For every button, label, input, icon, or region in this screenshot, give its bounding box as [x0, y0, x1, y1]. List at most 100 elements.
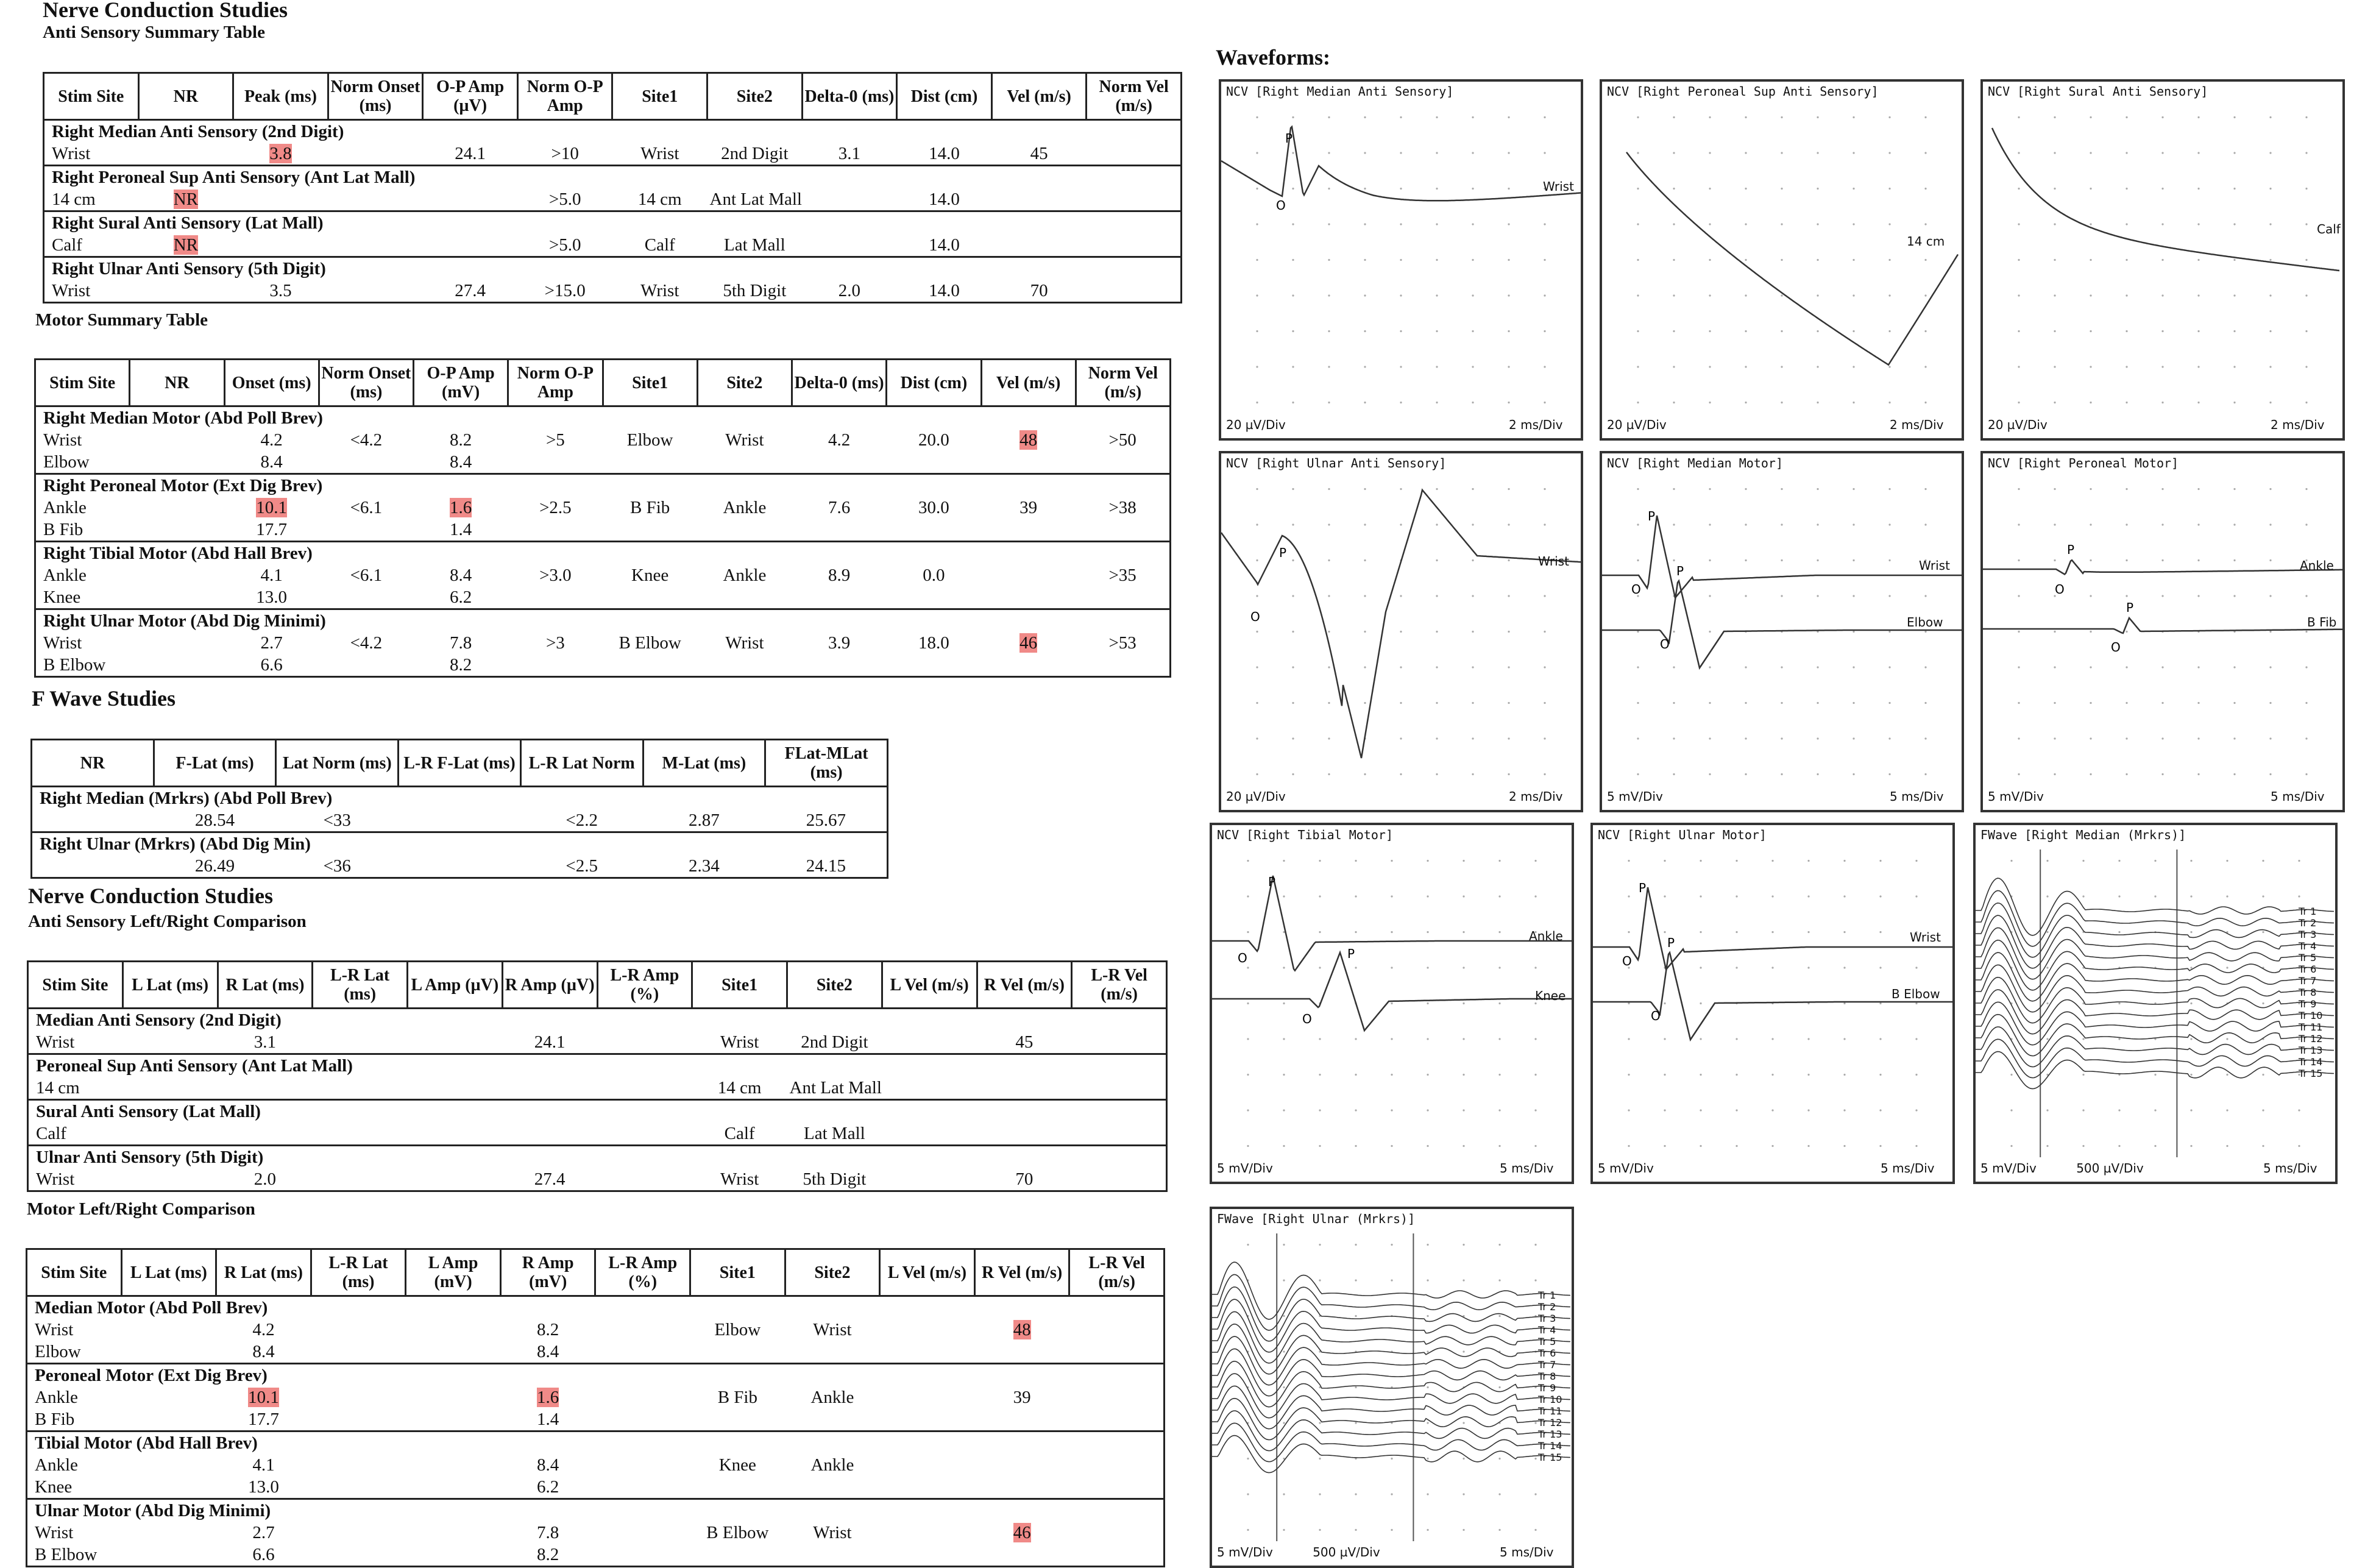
grid-dot: [2018, 595, 2020, 597]
column-header: R Vel (m/s): [976, 960, 1073, 1009]
grid-dot: [1700, 1144, 1702, 1148]
grid-dot: [2018, 666, 2020, 669]
table-cell: [991, 188, 1087, 211]
grid-dot: [1391, 1243, 1393, 1246]
table-row: 14 cm 14 cm Ant Lat Mall: [28, 1077, 1167, 1100]
panel-title: NCV [Right Peroneal Sup Anti Sensory]: [1607, 84, 1879, 99]
grid-dot: [1700, 1109, 1702, 1112]
column-header: Vel (m/s): [990, 72, 1088, 121]
grid-dot: [2090, 294, 2092, 297]
grid-dot: [1436, 366, 1438, 368]
grid-dot: [1391, 1144, 1393, 1148]
table-cell: 45: [1030, 144, 1048, 163]
grid-dot: [1637, 630, 1639, 633]
grid-dot: [2305, 523, 2308, 526]
trace-label: Tr 15: [1538, 1452, 1562, 1463]
table-cell: Wrist: [52, 144, 91, 163]
grid-dot: [1400, 666, 1402, 669]
grid-dot: [1736, 931, 1738, 934]
grid-dot: [1247, 967, 1249, 969]
table-row: 26.49 <36 <2.5 2.34 24.15: [32, 855, 888, 878]
grid-dot: [1924, 330, 1927, 333]
grid-dot: [1256, 701, 1258, 704]
grid-dot: [1544, 116, 1546, 119]
grid-dot: [1534, 1002, 1537, 1005]
waveform-trace: [1212, 1373, 1571, 1419]
grid-dot: [1888, 330, 1891, 333]
table-cell: >38: [1108, 498, 1136, 517]
table-cell: [138, 143, 233, 166]
grid-dot: [2054, 701, 2056, 704]
table-cell: [690, 1341, 785, 1364]
table-cell: [32, 809, 154, 832]
table-cell: [977, 1123, 1072, 1146]
table-cell: 14 cm: [717, 1078, 762, 1098]
table-cell: 14 cm: [52, 190, 96, 209]
table-cell: Elbow: [714, 1320, 761, 1339]
grid-dot: [1915, 1073, 1918, 1076]
table-cell: [1072, 1123, 1167, 1146]
table-cell: [880, 1386, 975, 1408]
grid-dot: [1400, 701, 1402, 704]
grid-dot: [2269, 701, 2272, 704]
column-header: Stim Site: [34, 358, 131, 407]
trace-label: Ankle: [1529, 929, 1563, 943]
table-cell: 8.2: [450, 430, 472, 450]
grid-dot: [1498, 967, 1501, 969]
waveform-trace: [1976, 890, 2335, 947]
grid-dot: [1508, 294, 1510, 297]
table-row: B Fib 17.7 1.4: [27, 1408, 1165, 1431]
grid-dot: [1463, 931, 1465, 934]
grid-dot: [1427, 1422, 1429, 1424]
trace-label: Wrist: [1543, 179, 1574, 194]
grid-dot: [1709, 330, 1711, 333]
trace-label: Tr 1: [2299, 906, 2317, 917]
grid-dot: [2298, 895, 2300, 898]
grid-dot: [2190, 1002, 2193, 1005]
grid-dot: [1673, 330, 1675, 333]
table-row: Wrist 3.5 27.4 >15.0 Wrist 5th Digit 2.0 14.0 70: [44, 280, 1182, 303]
table-cell: [802, 234, 897, 257]
grid-dot: [2082, 1144, 2085, 1148]
waveform-panel: 14 cm NCV [Right Peroneal Sup Anti Sensor…: [1600, 79, 1964, 441]
grid-dot: [1924, 401, 1927, 404]
grid-dot: [1544, 187, 1546, 190]
grid-dot: [1771, 967, 1774, 969]
grid-dot: [1544, 401, 1546, 404]
column-header: NR: [137, 72, 235, 121]
marker-label: O: [1250, 609, 1260, 624]
grid-dot: [2233, 258, 2236, 261]
table-cell: Wrist: [813, 1523, 852, 1542]
table-cell: [122, 1168, 218, 1191]
grid-dot: [1673, 401, 1675, 404]
waveform-trace: [1593, 951, 1952, 1042]
grid-dot: [2054, 630, 2056, 633]
grid-dot: [1292, 116, 1294, 119]
grid-dot: [1709, 523, 1711, 526]
grid-dot: [1400, 152, 1402, 154]
grid-dot: [1355, 1109, 1357, 1112]
grid-dot: [1391, 1038, 1393, 1040]
grid-dot: [1328, 330, 1330, 333]
column-header: L-R Lat (ms): [311, 960, 408, 1009]
table-cell: [887, 654, 981, 677]
table-cell: >5.0: [548, 190, 581, 209]
grid-dot: [1436, 595, 1438, 597]
table-cell: [406, 1544, 501, 1567]
group-title: Peroneal Motor (Ext Dig Brev): [26, 1363, 1165, 1386]
grid-dot: [1247, 1109, 1249, 1112]
grid-dot: [2305, 488, 2308, 491]
column-header: Vel (m/s): [980, 358, 1077, 407]
waveform-trace: [1976, 1026, 2335, 1068]
grid-dot: [1256, 152, 1258, 154]
table-cell: 5th Digit: [723, 281, 787, 300]
table-cell: 25.67: [806, 811, 846, 830]
grid-dot: [1853, 366, 1855, 368]
grid-dot: [2305, 152, 2308, 154]
panel-title: NCV [Right Tibial Motor]: [1217, 828, 1393, 842]
grid-dot: [1817, 152, 1819, 154]
table-cell: [1069, 1408, 1165, 1431]
trace-label: Ankle: [2300, 558, 2334, 573]
trace-label: Wrist: [1919, 558, 1950, 573]
table-cell: Wrist: [36, 1169, 75, 1189]
